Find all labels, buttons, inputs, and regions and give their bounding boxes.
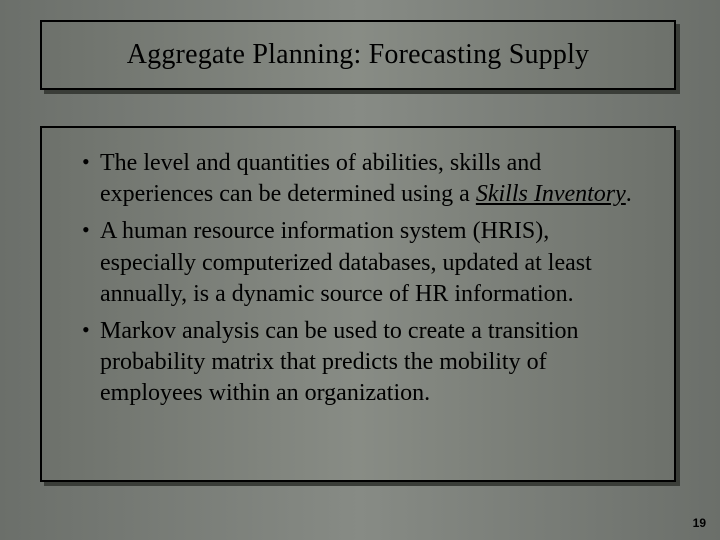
bullet-text-pre: Markov analysis can be used to create a … — [100, 318, 579, 406]
page-number: 19 — [693, 516, 706, 530]
bullet-item: The level and quantities of abilities, s… — [82, 148, 646, 210]
bullet-list: The level and quantities of abilities, s… — [82, 148, 646, 410]
bullet-item: A human resource information system (HRI… — [82, 216, 646, 310]
bullet-text-post: . — [626, 181, 632, 207]
title-box: Aggregate Planning: Forecasting Supply — [40, 20, 676, 90]
bullet-text-emph: Skills Inventory — [476, 181, 626, 207]
bullet-item: Markov analysis can be used to create a … — [82, 316, 646, 410]
slide-title: Aggregate Planning: Forecasting Supply — [127, 39, 590, 71]
bullet-text-pre: A human resource information system (HRI… — [100, 218, 592, 306]
body-box: The level and quantities of abilities, s… — [40, 126, 676, 482]
slide: Aggregate Planning: Forecasting Supply T… — [0, 0, 720, 540]
